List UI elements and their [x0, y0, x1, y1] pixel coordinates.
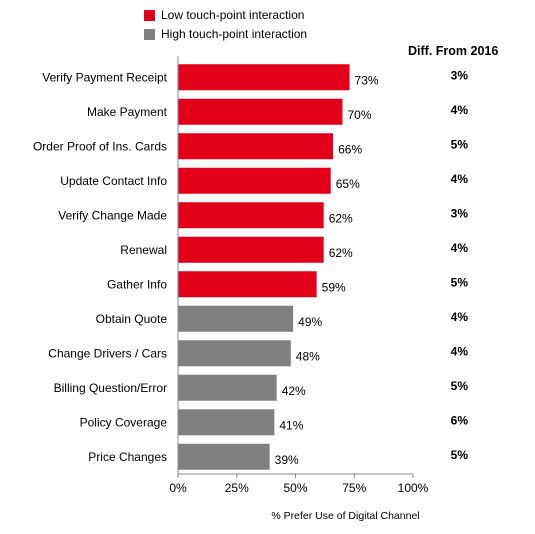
diff-value: 6%: [451, 413, 469, 427]
value-label: 66%: [338, 142, 362, 156]
diff-value: 4%: [451, 172, 469, 186]
bar: [178, 98, 343, 125]
diff-value: 5%: [451, 275, 469, 289]
x-tick-label: 50%: [283, 481, 307, 495]
category-label: Update Contact Info: [60, 174, 167, 188]
category-label: Gather Info: [107, 277, 167, 291]
diff-value: 5%: [451, 137, 469, 151]
x-axis-title-wrap: % Prefer Use of Digital Channel: [0, 510, 535, 522]
diff-value: 5%: [451, 448, 469, 462]
x-tick-label: 75%: [342, 481, 366, 495]
diff-column-header: Diff. From 2016: [408, 44, 499, 58]
category-label: Price Changes: [88, 450, 167, 464]
diff-value: 4%: [451, 344, 469, 358]
bar: [178, 133, 334, 160]
bar: [178, 443, 270, 470]
value-label: 65%: [336, 177, 360, 191]
bar: [178, 409, 275, 436]
value-label: 39%: [275, 453, 299, 467]
category-label: Verify Payment Receipt: [42, 70, 167, 84]
bar: [178, 202, 324, 229]
category-label: Renewal: [120, 243, 167, 257]
bar: [178, 64, 350, 91]
x-axis-title: % Prefer Use of Digital Channel: [271, 510, 420, 522]
diff-value: 3%: [451, 68, 469, 82]
legend-label-high: High touch-point interaction: [161, 27, 308, 41]
value-label: 48%: [296, 349, 320, 363]
value-label: 49%: [298, 315, 322, 329]
bar: [178, 236, 324, 263]
bar: [178, 374, 277, 401]
category-label: Change Drivers / Cars: [48, 346, 167, 360]
legend-label-low: Low touch-point interaction: [161, 8, 305, 22]
category-label: Order Proof of Ins. Cards: [33, 139, 167, 153]
legend-swatch-high: [144, 28, 155, 40]
bar: [178, 340, 291, 367]
category-label: Policy Coverage: [80, 415, 168, 429]
diff-value: 3%: [451, 206, 469, 220]
value-label: 70%: [348, 108, 372, 122]
legend-item-high: High touch-point interaction: [144, 27, 307, 41]
x-tick-label: 25%: [225, 481, 249, 495]
diff-value: 5%: [451, 379, 469, 393]
category-label: Make Payment: [87, 105, 168, 119]
legend-item-low: Low touch-point interaction: [144, 8, 304, 22]
diff-value: 4%: [451, 103, 469, 117]
legend-swatch-low: [144, 9, 155, 21]
category-label: Obtain Quote: [96, 312, 168, 326]
category-label: Billing Question/Error: [54, 381, 167, 395]
value-label: 62%: [329, 246, 353, 260]
diff-value: 4%: [451, 310, 469, 324]
value-label: 41%: [279, 418, 303, 432]
x-tick-label: 100%: [398, 481, 429, 495]
bar: [178, 167, 331, 194]
diff-value: 4%: [451, 241, 469, 255]
bar: [178, 305, 294, 332]
value-label: 73%: [355, 73, 379, 87]
value-label: 42%: [282, 384, 306, 398]
x-tick-label: 0%: [169, 481, 187, 495]
value-label: 62%: [329, 211, 353, 225]
value-label: 59%: [322, 280, 346, 294]
bar: [178, 271, 317, 298]
category-label: Verify Change Made: [58, 208, 167, 222]
